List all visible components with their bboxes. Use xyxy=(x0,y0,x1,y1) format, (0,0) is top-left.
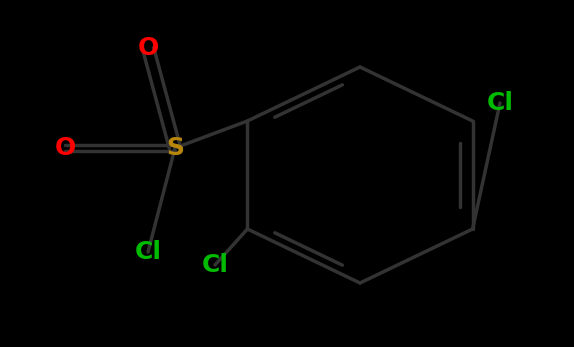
Text: O: O xyxy=(137,36,158,60)
Text: Cl: Cl xyxy=(487,91,514,115)
Text: S: S xyxy=(166,136,184,160)
Text: Cl: Cl xyxy=(134,240,161,264)
Text: O: O xyxy=(55,136,76,160)
Text: Cl: Cl xyxy=(201,253,228,277)
